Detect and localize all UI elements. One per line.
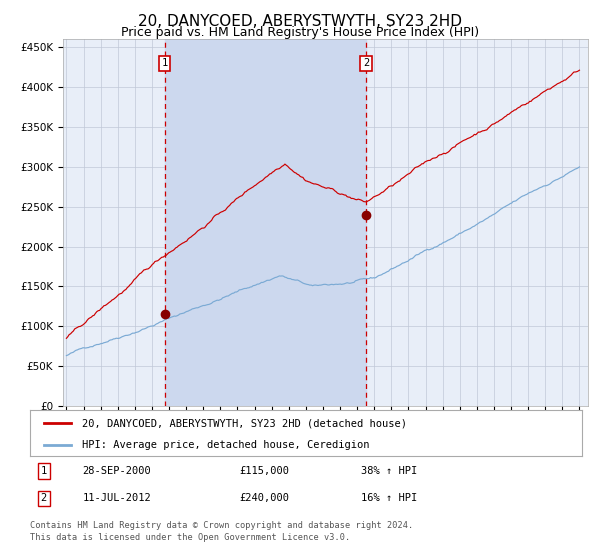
Bar xyxy=(164,39,366,406)
Text: 16% ↑ HPI: 16% ↑ HPI xyxy=(361,493,418,503)
Text: Price paid vs. HM Land Registry's House Price Index (HPI): Price paid vs. HM Land Registry's House … xyxy=(121,26,479,39)
Text: Contains HM Land Registry data © Crown copyright and database right 2024.: Contains HM Land Registry data © Crown c… xyxy=(30,521,413,530)
Text: 28-SEP-2000: 28-SEP-2000 xyxy=(82,466,151,476)
Text: HPI: Average price, detached house, Ceredigion: HPI: Average price, detached house, Cere… xyxy=(82,440,370,450)
Text: £240,000: £240,000 xyxy=(240,493,290,503)
Text: 1: 1 xyxy=(41,466,47,476)
Text: 11-JUL-2012: 11-JUL-2012 xyxy=(82,493,151,503)
Text: £115,000: £115,000 xyxy=(240,466,290,476)
Text: 2: 2 xyxy=(363,58,370,68)
Text: 2: 2 xyxy=(41,493,47,503)
Text: 20, DANYCOED, ABERYSTWYTH, SY23 2HD (detached house): 20, DANYCOED, ABERYSTWYTH, SY23 2HD (det… xyxy=(82,418,407,428)
Text: 38% ↑ HPI: 38% ↑ HPI xyxy=(361,466,418,476)
Text: 20, DANYCOED, ABERYSTWYTH, SY23 2HD: 20, DANYCOED, ABERYSTWYTH, SY23 2HD xyxy=(138,14,462,29)
Text: 1: 1 xyxy=(161,58,168,68)
Text: This data is licensed under the Open Government Licence v3.0.: This data is licensed under the Open Gov… xyxy=(30,533,350,543)
